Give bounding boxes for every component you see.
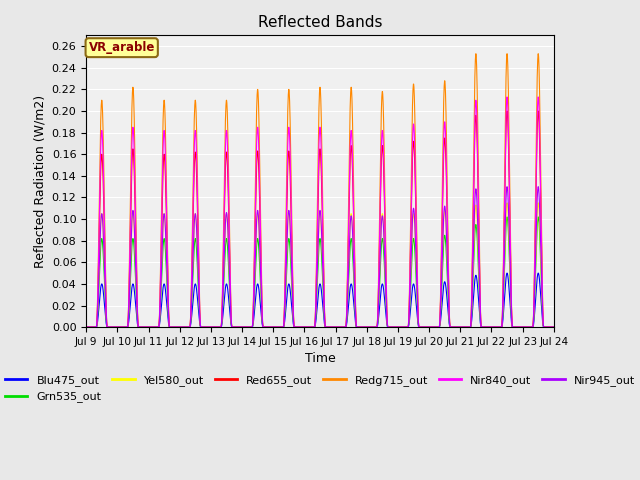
- Blu475_out: [550, 324, 557, 330]
- Nir945_out: [444, 259, 451, 265]
- Yel580_out: [139, 324, 147, 330]
- Nir840_out: [83, 324, 90, 330]
- Blu475_out: [83, 324, 90, 330]
- Nir945_out: [138, 324, 146, 330]
- Redg715_out: [83, 324, 90, 330]
- Grn535_out: [139, 324, 147, 330]
- Nir840_out: [139, 324, 147, 330]
- Nir840_out: [138, 324, 146, 330]
- Nir945_out: [83, 324, 90, 330]
- Grn535_out: [550, 324, 557, 330]
- Yel580_out: [405, 312, 413, 318]
- Redg715_out: [472, 51, 480, 57]
- Yel580_out: [503, 200, 511, 206]
- Grn535_out: [112, 324, 120, 330]
- Line: Red655_out: Red655_out: [86, 111, 554, 327]
- Grn535_out: [444, 275, 451, 281]
- Yel580_out: [550, 324, 557, 330]
- Redg715_out: [112, 324, 120, 330]
- Red655_out: [444, 223, 451, 228]
- Nir945_out: [112, 324, 120, 330]
- Yel580_out: [83, 324, 90, 330]
- Blu475_out: [228, 324, 236, 329]
- Nir840_out: [550, 324, 557, 330]
- Nir945_out: [550, 324, 557, 330]
- Title: Reflected Bands: Reflected Bands: [258, 15, 382, 30]
- Redg715_out: [228, 322, 236, 327]
- Blu475_out: [405, 320, 413, 325]
- Yel580_out: [138, 324, 146, 330]
- Legend: Blu475_out, Grn535_out, Yel580_out, Red655_out, Redg715_out, Nir840_out, Nir945_: Blu475_out, Grn535_out, Yel580_out, Red6…: [1, 371, 639, 407]
- Nir840_out: [112, 324, 120, 330]
- Red655_out: [405, 304, 413, 310]
- Red655_out: [138, 324, 146, 330]
- Grn535_out: [83, 324, 90, 330]
- Redg715_out: [550, 324, 557, 330]
- Blu475_out: [503, 270, 511, 276]
- Red655_out: [228, 322, 236, 328]
- Nir840_out: [228, 322, 236, 327]
- Line: Nir945_out: Nir945_out: [86, 187, 554, 327]
- Line: Yel580_out: Yel580_out: [86, 203, 554, 327]
- Grn535_out: [228, 323, 236, 329]
- Redg715_out: [138, 324, 146, 330]
- Red655_out: [139, 324, 147, 330]
- Nir840_out: [444, 214, 451, 220]
- Nir945_out: [503, 184, 511, 190]
- Nir840_out: [405, 302, 413, 308]
- Redg715_out: [444, 192, 451, 198]
- Yel580_out: [228, 323, 236, 329]
- Red655_out: [550, 324, 557, 330]
- Nir840_out: [503, 94, 511, 100]
- Grn535_out: [405, 314, 413, 320]
- X-axis label: Time: Time: [305, 352, 335, 365]
- Line: Nir840_out: Nir840_out: [86, 97, 554, 327]
- Blu475_out: [112, 324, 120, 330]
- Nir945_out: [228, 323, 236, 329]
- Yel580_out: [444, 262, 451, 267]
- Red655_out: [503, 108, 511, 114]
- Grn535_out: [503, 214, 511, 220]
- Y-axis label: Reflected Radiation (W/m2): Reflected Radiation (W/m2): [33, 95, 46, 268]
- Red655_out: [83, 324, 90, 330]
- Text: VR_arable: VR_arable: [88, 41, 155, 54]
- Redg715_out: [405, 298, 413, 303]
- Grn535_out: [138, 324, 146, 330]
- Red655_out: [112, 324, 120, 330]
- Yel580_out: [112, 324, 120, 330]
- Blu475_out: [138, 324, 146, 330]
- Nir945_out: [405, 312, 413, 317]
- Line: Blu475_out: Blu475_out: [86, 273, 554, 327]
- Redg715_out: [139, 324, 147, 330]
- Line: Grn535_out: Grn535_out: [86, 217, 554, 327]
- Line: Redg715_out: Redg715_out: [86, 54, 554, 327]
- Blu475_out: [444, 300, 451, 306]
- Blu475_out: [139, 324, 147, 330]
- Nir945_out: [139, 324, 147, 330]
